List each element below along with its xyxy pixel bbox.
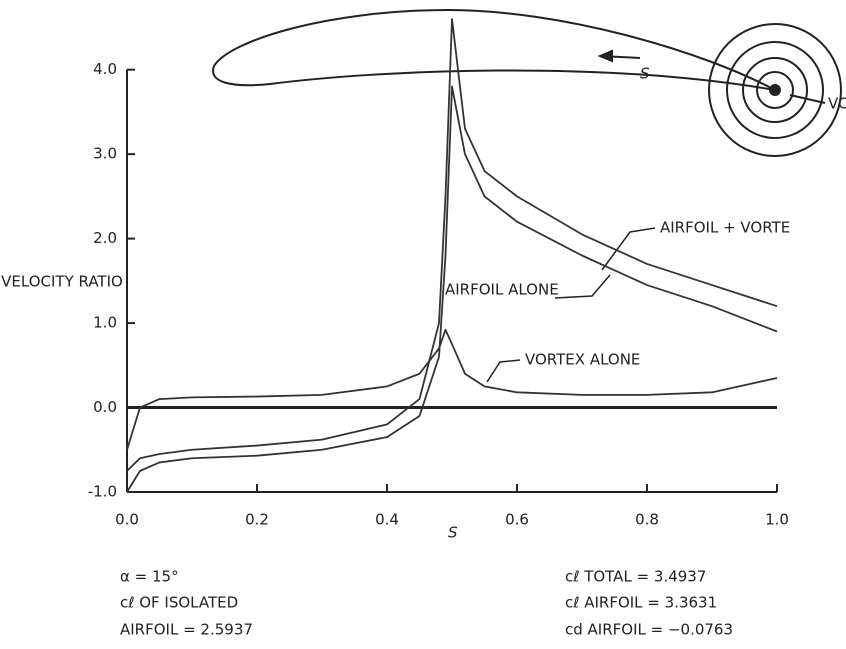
y-tick-label: 1.0 — [93, 314, 117, 332]
y-tick-label: -1.0 — [88, 483, 117, 501]
s-arrowhead — [597, 49, 613, 63]
vortex-ring — [726, 41, 824, 139]
notes: α = 15° cℓ OF ISOLATED AIRFOIL = 2.5937 … — [120, 568, 733, 639]
note: cℓ AIRFOIL = 3.3631 — [565, 594, 717, 612]
x-tick-label: 0.0 — [115, 511, 139, 529]
x-tick-label: 0.8 — [635, 511, 659, 529]
x-tick-label: 1.0 — [765, 511, 789, 529]
vortex-leader — [789, 94, 826, 104]
x-tick-label: 0.4 — [375, 511, 399, 529]
x-axis-label: S — [448, 524, 458, 542]
vortex-center — [769, 84, 781, 96]
x-tick-label: 0.2 — [245, 511, 269, 529]
sketch-label: S — [640, 65, 650, 83]
series-line — [126, 328, 778, 451]
series-line — [126, 18, 778, 472]
series-line — [126, 85, 778, 493]
y-axis-label: VELOCITY RATIO — [1, 273, 123, 291]
y-tick-label: 4.0 — [93, 60, 117, 78]
vortex-ring — [756, 71, 794, 109]
vortex-ring — [708, 23, 842, 157]
leader — [486, 359, 521, 383]
y-tick-label: 3.0 — [93, 145, 117, 163]
y-tick-label: 0.0 — [93, 398, 117, 416]
leaders — [486, 227, 656, 383]
note: cd AIRFOIL = −0.0763 — [565, 621, 733, 639]
series-label: AIRFOIL + VORTE — [660, 219, 790, 237]
airfoil-outline — [212, 8, 776, 91]
leader — [601, 227, 656, 271]
vortex-ring — [742, 57, 808, 123]
note: cℓ OF ISOLATED — [120, 594, 238, 612]
note: AIRFOIL = 2.5937 — [120, 621, 253, 639]
note: α = 15° — [120, 568, 179, 586]
sketch-label: VO — [828, 95, 846, 113]
leader — [554, 274, 611, 299]
y-tick-label: 2.0 — [93, 229, 117, 247]
airfoil-sketch — [212, 8, 842, 157]
series-label: AIRFOIL ALONE — [445, 281, 559, 299]
x-tick-label: 0.6 — [505, 511, 529, 529]
note: cℓ TOTAL = 3.4937 — [565, 568, 706, 586]
series-label: VORTEX ALONE — [525, 351, 640, 369]
